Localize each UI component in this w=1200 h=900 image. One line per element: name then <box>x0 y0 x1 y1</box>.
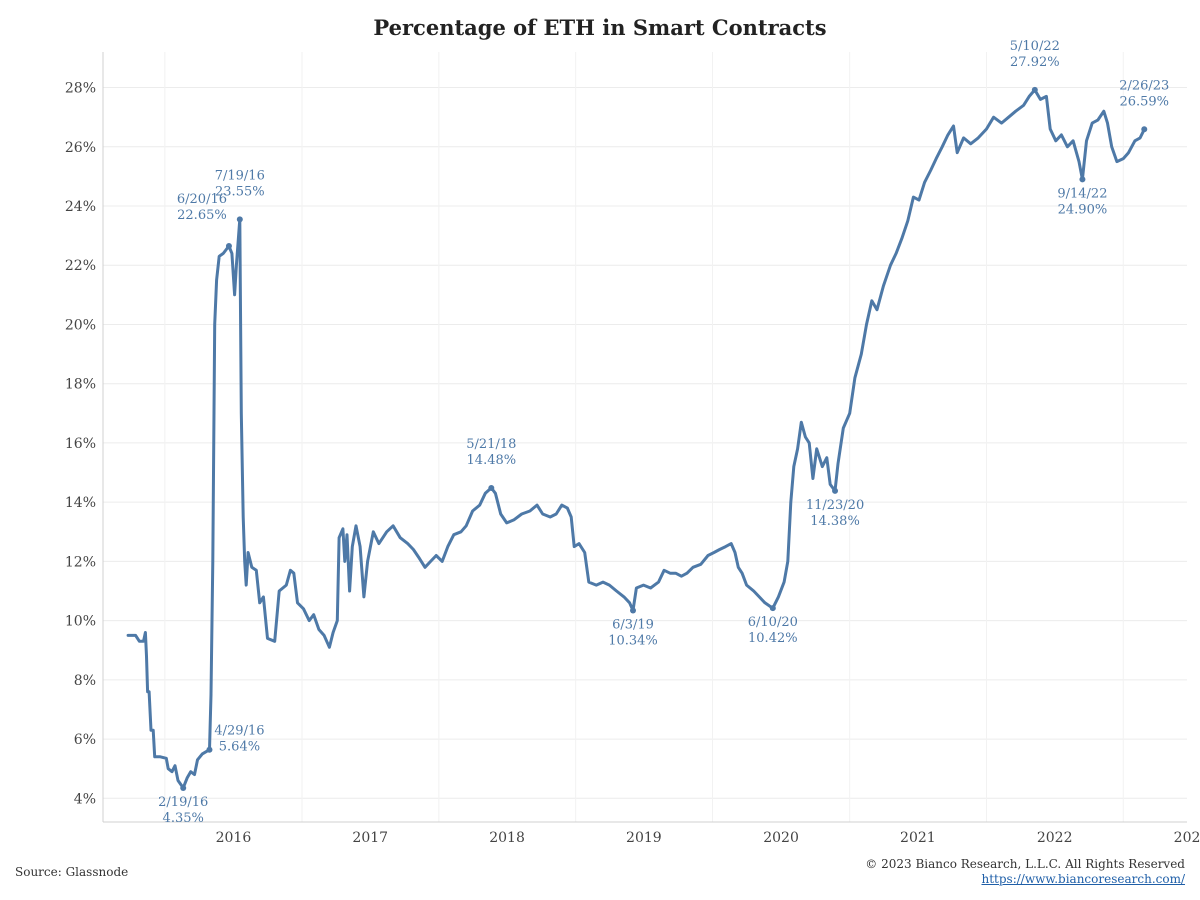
y-tick-label: 24% <box>65 199 96 215</box>
annotation-date: 9/14/22 <box>1057 186 1107 201</box>
annotation-date: 7/19/16 <box>215 168 265 183</box>
y-tick-label: 8% <box>74 673 96 689</box>
annotation-date: 2/19/16 <box>158 795 208 810</box>
copyright-note: © 2023 Bianco Research, L.L.C. All Right… <box>865 857 1185 871</box>
annotation-value: 10.34% <box>608 634 658 649</box>
y-tick-label: 12% <box>65 554 96 570</box>
annotation-value: 26.59% <box>1119 94 1169 109</box>
x-tick-label: 2022 <box>1037 830 1073 846</box>
series-line <box>126 88 1146 790</box>
annotation-point <box>1141 126 1148 133</box>
annotation-value: 14.38% <box>810 514 860 529</box>
x-tick-label: 2021 <box>900 830 936 846</box>
axes: 4% 6% 8% 10% 12% 14% 16% 18% 20% 22% 24% 26% 28% 2016… <box>65 52 1200 846</box>
y-tick-label: 10% <box>65 614 96 630</box>
y-tick-label: 18% <box>65 377 96 393</box>
annotation-point <box>225 242 232 249</box>
x-tick-label: 2023 <box>1174 830 1200 846</box>
annotation-date: 6/20/16 <box>177 192 227 207</box>
annotation-point <box>832 487 839 494</box>
annotation-value: 27.92% <box>1010 55 1060 70</box>
y-tick-label: 16% <box>65 436 96 452</box>
annotation-point <box>630 607 637 614</box>
annotation-value: 23.55% <box>215 184 265 199</box>
annotation-date: 4/29/16 <box>214 724 264 739</box>
y-tick-label: 4% <box>74 791 96 807</box>
annotation-point <box>1079 176 1086 183</box>
x-tick-label: 2019 <box>626 830 662 846</box>
y-tick-label: 22% <box>65 258 96 274</box>
annotation-date: 11/23/20 <box>806 498 864 513</box>
annotation-value: 4.35% <box>163 811 204 826</box>
x-tick-label: 2017 <box>352 830 388 846</box>
annotation-date: 2/26/23 <box>1119 78 1169 93</box>
annotation-point <box>206 746 213 753</box>
series-layer <box>126 88 1146 790</box>
chart-title: Percentage of ETH in Smart Contracts <box>373 15 827 40</box>
source-note: Source: Glassnode <box>15 865 129 879</box>
annotation-point <box>1031 86 1038 93</box>
annotation-value: 14.48% <box>467 453 517 468</box>
annotation-date: 6/10/20 <box>748 615 798 630</box>
annotation-point <box>180 784 187 791</box>
x-tick-label: 2020 <box>763 830 799 846</box>
annotation-date: 5/10/22 <box>1010 39 1060 54</box>
annotation-point <box>236 216 243 223</box>
y-tick-label: 6% <box>74 732 96 748</box>
y-tick-label: 26% <box>65 140 96 156</box>
annotation-point <box>488 484 495 491</box>
annotation-date: 5/21/18 <box>466 437 516 452</box>
website-link[interactable]: https://www.biancoresearch.com/ <box>981 872 1185 886</box>
annotation-point <box>769 605 776 612</box>
annotation-value: 24.90% <box>1058 202 1108 217</box>
y-tick-label: 28% <box>65 81 96 97</box>
annotation-value: 22.65% <box>177 208 227 223</box>
y-tick-label: 14% <box>65 495 96 511</box>
y-tick-label: 20% <box>65 317 96 333</box>
gridlines <box>103 52 1187 822</box>
annotation-value: 5.64% <box>219 740 260 755</box>
x-tick-label: 2018 <box>489 830 525 846</box>
x-tick-label: 2016 <box>216 830 252 846</box>
annotation-value: 10.42% <box>748 631 798 646</box>
annotation-date: 6/3/19 <box>612 618 654 633</box>
